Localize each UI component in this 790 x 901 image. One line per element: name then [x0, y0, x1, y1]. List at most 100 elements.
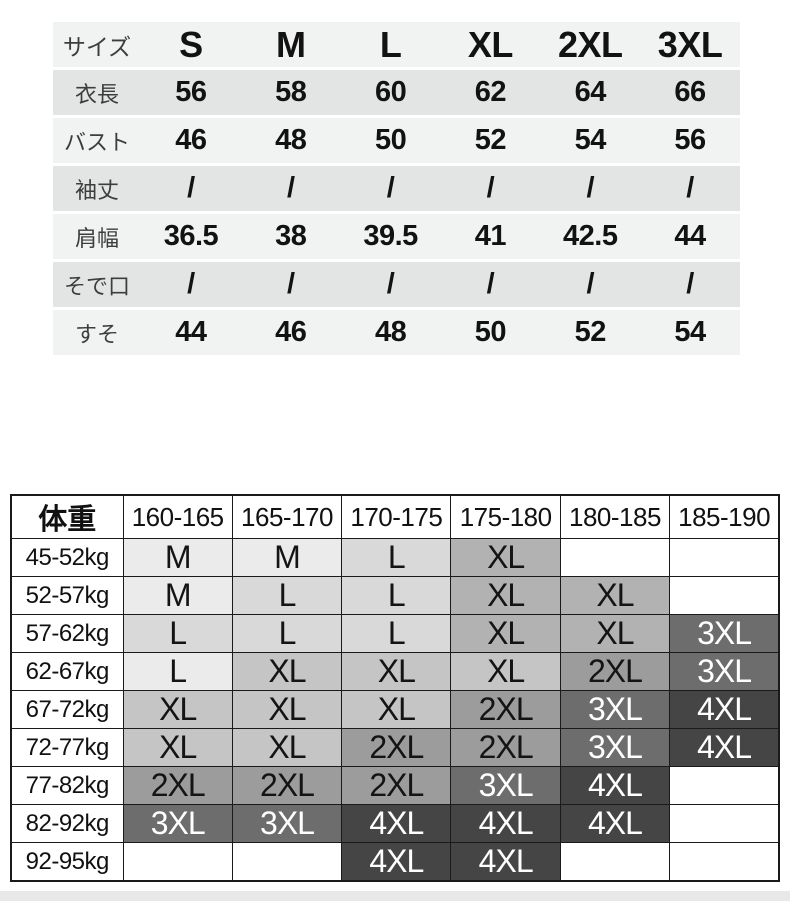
- fit-size-cell: [559, 538, 671, 577]
- measurement-label: すそ: [74, 321, 119, 347]
- fit-size-cell: 2XL: [559, 652, 671, 691]
- measurement-value: /: [187, 172, 195, 204]
- measurement-value: /: [686, 172, 694, 204]
- weight-range-label: 72-77kg: [10, 728, 124, 767]
- fit-size-cell: M: [231, 538, 343, 577]
- fit-size-cell: 4XL: [559, 804, 671, 843]
- weight-row: 62-67kg L XL XL XL 2XL 3XL: [10, 652, 780, 691]
- measurement-value: /: [286, 172, 295, 204]
- fit-size-cell: [559, 842, 671, 882]
- fit-size-cell: XL: [559, 614, 671, 653]
- measurement-value: 64: [574, 76, 607, 108]
- weight-range-label: 82-92kg: [10, 804, 124, 843]
- fit-size-cell: [231, 842, 343, 882]
- fit-size-cell: L: [231, 576, 343, 615]
- height-weight-fit-chart: 体重 160-165 165-170 170-175 175-180 180-185 185…: [10, 494, 780, 882]
- height-column-header: 180-185: [559, 494, 671, 539]
- fit-size-cell: L: [122, 614, 233, 653]
- fit-size-cell: XL: [231, 690, 343, 729]
- size-column-header: 3XL: [657, 23, 723, 65]
- measurement-value: 62: [474, 76, 507, 108]
- measurement-value: 60: [374, 76, 407, 108]
- fit-size-cell: 2XL: [450, 690, 561, 729]
- size-column-header: XL: [467, 23, 514, 65]
- fit-size-cell: [669, 766, 780, 805]
- measurement-value: 56: [674, 124, 706, 156]
- weight-row: 82-92kg 3XL 3XL 4XL 4XL 4XL: [10, 804, 780, 843]
- fit-size-cell: XL: [231, 728, 343, 767]
- measurement-value: 66: [674, 76, 706, 108]
- fit-size-cell: 3XL: [450, 766, 561, 805]
- fit-size-cell: XL: [450, 538, 561, 577]
- measurement-value: 36.5: [163, 220, 219, 252]
- measurement-value: /: [486, 268, 495, 300]
- measurement-label: 袖丈: [74, 177, 119, 203]
- fit-size-cell: 2XL: [231, 766, 343, 805]
- weight-range-label: 52-57kg: [10, 576, 124, 615]
- fit-size-cell: 4XL: [341, 804, 452, 843]
- measurement-size-chart: サイズ S M L XL 2XL 3XL 衣長 56 58 60 62 64 66 バスト 46 48 50 52 5…: [53, 22, 740, 358]
- measurement-value: 38: [275, 220, 307, 252]
- height-column-header: 185-190: [669, 494, 780, 539]
- measurement-value: 41: [474, 220, 507, 252]
- fit-size-cell: 3XL: [669, 614, 780, 653]
- measurement-value: /: [486, 172, 495, 204]
- weight-row: 77-82kg 2XL 2XL 2XL 3XL 4XL: [10, 766, 780, 805]
- size-chart-row: そで口 / / / / / /: [53, 262, 740, 307]
- measurement-value: 50: [474, 316, 507, 348]
- height-column-header: 175-180: [450, 494, 561, 539]
- measurement-value: 46: [175, 124, 207, 156]
- fit-size-cell: [669, 804, 780, 843]
- measurement-value: 58: [275, 76, 307, 108]
- fit-size-cell: 3XL: [559, 728, 671, 767]
- measurement-label: バスト: [63, 129, 130, 155]
- size-chart-row: 袖丈 / / / / / /: [53, 166, 740, 211]
- measurement-value: 52: [574, 316, 607, 348]
- size-column-header: M: [275, 23, 306, 65]
- measurement-label: そで口: [63, 273, 130, 299]
- weight-range-label: 67-72kg: [10, 690, 124, 729]
- fit-size-cell: 4XL: [669, 690, 780, 729]
- fit-size-cell: XL: [559, 576, 671, 615]
- size-column-header: S: [179, 23, 203, 65]
- weight-range-label: 62-67kg: [10, 652, 124, 691]
- height-column-header: 170-175: [341, 494, 452, 539]
- measurement-value: 56: [175, 76, 207, 108]
- fit-size-cell: L: [122, 652, 233, 691]
- fit-size-cell: [669, 576, 780, 615]
- weight-row: 72-77kg XL XL 2XL 2XL 3XL 4XL: [10, 728, 780, 767]
- measurement-label: 衣長: [74, 81, 119, 107]
- measurement-value: 39.5: [363, 220, 418, 252]
- fit-size-cell: XL: [231, 652, 343, 691]
- fit-size-cell: 2XL: [341, 766, 452, 805]
- fit-size-cell: XL: [341, 690, 452, 729]
- bottom-partial-divider: [0, 891, 790, 901]
- measurement-value: 44: [674, 220, 706, 252]
- size-column-header: 2XL: [557, 23, 623, 65]
- measurement-value: 48: [374, 316, 407, 348]
- fit-size-cell: L: [341, 538, 452, 577]
- measurement-value: 54: [674, 316, 706, 348]
- weight-range-label: 57-62kg: [10, 614, 124, 653]
- height-column-header: 160-165: [122, 494, 233, 539]
- fit-size-cell: M: [122, 538, 233, 577]
- measurement-value: 42.5: [563, 220, 618, 252]
- weight-corner-label: 体重: [10, 494, 124, 539]
- measurement-label: 肩幅: [74, 225, 119, 251]
- fit-size-cell: L: [341, 576, 452, 615]
- fit-size-cell: 2XL: [122, 766, 233, 805]
- fit-size-cell: XL: [450, 614, 561, 653]
- fit-size-cell: L: [231, 614, 343, 653]
- fit-size-cell: 3XL: [669, 652, 780, 691]
- size-corner-label: サイズ: [62, 33, 132, 60]
- measurement-value: 50: [374, 124, 407, 156]
- fit-size-cell: 4XL: [450, 804, 561, 843]
- fit-size-cell: [669, 538, 780, 577]
- measurement-value: 52: [474, 124, 507, 156]
- size-chart-row: 肩幅 36.5 38 39.5 41 42.5 44: [53, 214, 740, 259]
- weight-range-label: 92-95kg: [10, 842, 124, 882]
- fit-size-cell: 4XL: [669, 728, 780, 767]
- measurement-value: 44: [175, 316, 207, 348]
- fit-size-cell: XL: [122, 728, 233, 767]
- fit-size-cell: XL: [450, 652, 561, 691]
